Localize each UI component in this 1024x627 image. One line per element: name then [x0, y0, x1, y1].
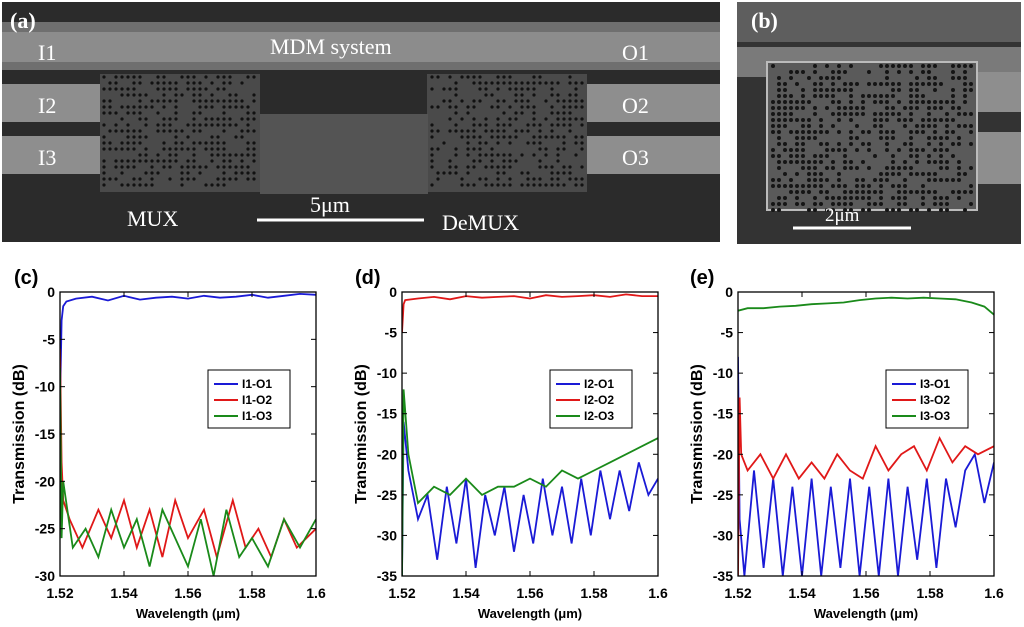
y-axis-label: Transmission (dB) — [11, 364, 28, 504]
y-axis-label: Transmission (dB) — [353, 364, 370, 504]
chart-panel-1: (d) 1.52 1.54 1.56 1.58 1.6 0 -5 -10 -15 -20 -25 -30… — [353, 267, 668, 621]
y-tick-label: -35 — [377, 568, 397, 584]
panel-letter: (d) — [355, 267, 381, 289]
y-tick-label: 0 — [47, 284, 55, 300]
demux-region — [427, 74, 587, 192]
chart-panel-2: (e) 1.52 1.54 1.56 1.58 1.6 0 -5 -10 -15 -20 -25 -30… — [689, 267, 1004, 621]
mux-demux-hole-pattern — [102, 75, 584, 187]
legend-label-I1-O2: I1-O2 — [242, 393, 272, 407]
panel-letter: (c) — [14, 267, 38, 289]
legend-label-I2-O2: I2-O2 — [584, 393, 614, 407]
scale-label-2um: 2μm — [825, 205, 860, 226]
legend-label-I2-O3: I2-O3 — [584, 409, 614, 423]
x-tick-label: 1.54 — [110, 585, 137, 601]
y-tick-label: -15 — [713, 406, 733, 422]
panel-a-letter: (a) — [10, 8, 36, 33]
waveguide-i1-o1 — [2, 32, 720, 62]
label-o1: O1 — [622, 40, 649, 65]
legend-label-I3-O1: I3-O1 — [920, 377, 950, 391]
x-axis-label: Wavelength (μm) — [814, 606, 918, 621]
plot-frame — [737, 291, 995, 577]
panel-letter: (e) — [690, 267, 714, 289]
series-line-I1-O2 — [60, 348, 316, 561]
x-tick-label: 1.58 — [238, 585, 265, 601]
x-axis-label: Wavelength (μm) — [478, 606, 582, 621]
demux-label: DeMUX — [442, 210, 519, 235]
y-tick-label: -20 — [713, 446, 733, 462]
series-line-I3-O3 — [738, 296, 994, 316]
legend-label-I1-O3: I1-O3 — [242, 409, 272, 423]
x-tick-label: 1.58 — [580, 585, 607, 601]
y-tick-label: -30 — [377, 527, 397, 543]
legend-label-I3-O3: I3-O3 — [920, 409, 950, 423]
mux-region — [100, 74, 260, 192]
x-tick-label: 1.56 — [852, 585, 879, 601]
x-tick-label: 1.6 — [648, 585, 668, 601]
panel-b-letter: (b) — [751, 8, 778, 33]
label-o2: O2 — [622, 93, 649, 118]
series-line-I2-O2 — [402, 293, 658, 333]
y-tick-label: -10 — [35, 379, 55, 395]
x-tick-label: 1.54 — [452, 585, 479, 601]
y-tick-label: -30 — [713, 527, 733, 543]
series-line-I1-O3 — [60, 367, 316, 576]
label-i3: I3 — [38, 145, 56, 170]
x-tick-label: 1.58 — [916, 585, 943, 601]
sem-title: MDM system — [270, 34, 392, 59]
y-tick-label: -20 — [35, 473, 55, 489]
y-tick-label: -25 — [713, 487, 733, 503]
waveguide-o3 — [582, 136, 720, 174]
series-line-I2-O1 — [402, 421, 658, 576]
y-tick-label: -15 — [377, 406, 397, 422]
series-line-I3-O2 — [738, 397, 994, 576]
mux-label: MUX — [127, 206, 178, 231]
y-tick-label: -20 — [377, 446, 397, 462]
scale-label-5um: 5μm — [310, 192, 350, 217]
x-tick-label: 1.52 — [46, 585, 73, 601]
y-tick-label: -15 — [35, 426, 55, 442]
y-tick-label: 0 — [725, 284, 733, 300]
sem-image-mdm-system: (a) MDM system I1 I2 I3 O1 O2 O3 MUX DeM… — [2, 2, 720, 242]
y-tick-label: -10 — [713, 365, 733, 381]
y-axis-label: Transmission (dB) — [689, 364, 706, 504]
series-line-I3-O1 — [738, 356, 994, 576]
y-tick-label: -5 — [385, 325, 398, 341]
y-tick-label: -25 — [35, 521, 55, 537]
x-tick-label: 1.52 — [724, 585, 751, 601]
y-tick-label: -30 — [35, 568, 55, 584]
y-tick-label: -35 — [713, 568, 733, 584]
legend-label-I2-O1: I2-O1 — [584, 377, 614, 391]
plot-frame — [59, 291, 317, 577]
sem-b-output-upper — [977, 72, 1021, 112]
x-tick-label: 1.52 — [388, 585, 415, 601]
sem-image-mux-zoom: (b) 2μm — [737, 2, 1021, 244]
x-tick-label: 1.6 — [306, 585, 326, 601]
waveguide-i2 — [2, 84, 112, 122]
y-tick-label: 0 — [389, 284, 397, 300]
sem-b-output-lower — [977, 132, 1021, 184]
x-axis-label: Wavelength (μm) — [136, 606, 240, 621]
y-tick-label: -5 — [721, 325, 734, 341]
waveguide-o2 — [582, 84, 720, 122]
sem-b-hole-pattern — [771, 64, 973, 212]
label-i2: I2 — [38, 93, 56, 118]
y-tick-label: -25 — [377, 487, 397, 503]
y-tick-label: -5 — [43, 331, 56, 347]
transmission-charts: (c) 1.52 1.54 1.56 1.58 1.6 0 -5 -10 -15 -20 -25 -30… — [11, 267, 1004, 621]
waveguide-i3 — [2, 136, 112, 174]
label-i1: I1 — [38, 40, 56, 65]
x-tick-label: 1.56 — [516, 585, 543, 601]
y-tick-label: -10 — [377, 365, 397, 381]
legend-label-I1-O1: I1-O1 — [242, 377, 272, 391]
legend-label-I3-O2: I3-O2 — [920, 393, 950, 407]
series-line-I1-O1 — [60, 292, 316, 406]
x-tick-label: 1.56 — [174, 585, 201, 601]
x-tick-label: 1.6 — [984, 585, 1004, 601]
x-tick-label: 1.54 — [788, 585, 815, 601]
series-line-I2-O3 — [402, 389, 658, 576]
chart-panel-0: (c) 1.52 1.54 1.56 1.58 1.6 0 -5 -10 -15 -20 -25 -30… — [11, 267, 326, 621]
label-o3: O3 — [622, 145, 649, 170]
